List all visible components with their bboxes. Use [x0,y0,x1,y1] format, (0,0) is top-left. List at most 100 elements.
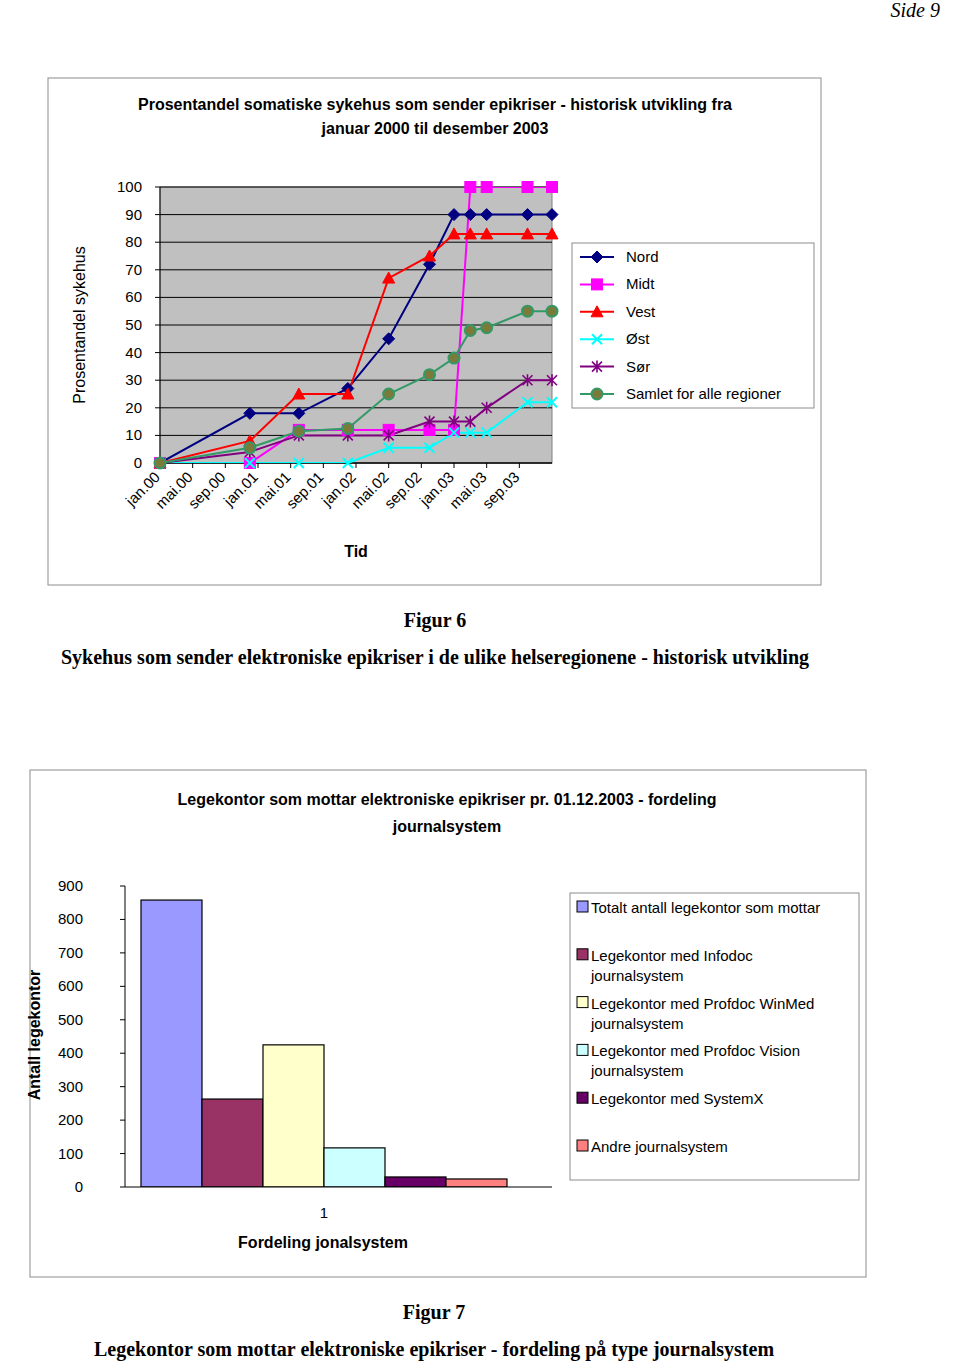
marker [245,458,255,468]
x-tick [454,463,455,468]
marker [448,209,460,221]
legend-label: Vest [626,303,656,320]
legend-swatch [577,1092,588,1103]
marker [464,209,476,221]
legend-label: Legekontor med Profdoc WinMed journalsyst… [590,995,814,1032]
marker [481,182,492,193]
x-tick-label: sep.03 [479,468,523,512]
legend-label-line: Andre journalsystem [591,1138,728,1155]
marker [465,416,475,428]
legend-box [570,893,859,1180]
legend-swatch [577,1140,588,1151]
marker [154,457,166,469]
x-tick [290,463,291,468]
legend-label-line: Legekontor med Profdoc WinMed [591,995,814,1012]
marker [547,182,558,193]
grid-line [160,242,552,243]
y-tick-label: 800 [58,910,83,927]
grid-line [160,269,552,270]
marker [383,333,395,345]
bar [141,900,202,1187]
marker [449,428,459,438]
y-tick [120,1187,125,1188]
marker [522,182,533,193]
bar [385,1177,446,1187]
marker [155,458,166,469]
legend-label: Legekontor med Profdoc Visionjournalsyst… [590,1042,800,1079]
y-tick-label: 60 [125,288,142,305]
marker [425,416,435,428]
marker [522,228,534,239]
marker [294,458,304,468]
legend-label: Legekontor med Infodoc journalsystem [590,947,753,984]
grid-line [160,297,552,298]
y-tick [120,886,125,887]
lines [160,187,552,463]
y-tick-label: 40 [125,344,142,361]
legend-marker [592,361,602,373]
legend-label: Øst [626,330,650,347]
y-tick [120,919,125,920]
legend-label-line: journalsystem [590,1015,684,1032]
bar [446,1179,507,1187]
marker [465,428,475,438]
y-tick-label: 900 [58,877,83,894]
x-tick-label: 1 [320,1204,328,1221]
legend-label-line: journalsystem [590,967,684,984]
marker [547,374,557,386]
legend-label: Sør [626,358,650,375]
y-tick-label: 70 [125,261,142,278]
chart-frame [48,78,821,585]
legend-swatch [577,901,588,912]
x-tick [192,463,193,468]
y-tick-label: 300 [58,1078,83,1095]
y-tick-label: 600 [58,977,83,994]
marker [481,322,492,333]
y-tick-label: 90 [125,206,142,223]
legend-label-line: Legekontor med Infodoc [591,947,753,964]
chart-title-line: Legekontor som mottar elektroniske epikr… [178,791,717,808]
marker [244,458,255,469]
marker [449,353,460,364]
page: Side 9 Prosentandel somatiske sykehus som… [0,0,960,1365]
x-axis-title: Fordeling jonalsystem [238,1234,408,1251]
marker [424,369,435,380]
x-tick-label: sep.02 [381,468,425,512]
markers [154,182,558,470]
y-tick [155,325,160,326]
x-tick [388,463,389,468]
legend-label-line: Totalt antall legekontor som mottar [591,899,820,916]
legend-marker [592,389,603,400]
legend-label: Samlet for alle regioner [626,385,781,402]
y-tick [120,986,125,987]
chart-title: Prosentandel somatiske sykehus som sende… [138,96,732,137]
chart-title-line: januar 2000 til desember 2003 [321,120,549,137]
legend-swatch [577,1044,588,1055]
marker [481,228,493,239]
series-line [160,215,552,463]
y-tick [155,407,160,408]
marker [155,458,166,469]
marker [155,458,165,468]
legend-label-line: Legekontor med Profdoc Vision [591,1042,800,1059]
y-tick [155,352,160,353]
legend-swatch [577,997,588,1008]
marker [482,402,492,414]
marker [342,388,354,399]
page-number: Side 9 [891,0,940,21]
marker [342,423,353,434]
y-tick-label: 50 [125,316,142,333]
legend-label: Midt [626,275,655,292]
grid-line [160,352,552,353]
x-tick [323,463,324,468]
y-tick [155,214,160,215]
marker [383,272,395,283]
legend-marker [591,306,603,317]
y-axis-title: Prosentandel sykehus [71,246,88,403]
marker [293,426,304,437]
y-tick-label: 0 [134,454,142,471]
y-tick [120,1053,125,1054]
chart-title-line: journalsystem [392,818,501,835]
legend-label: Andre journalsystem [591,1138,728,1155]
y-tick-label: 200 [58,1111,83,1128]
